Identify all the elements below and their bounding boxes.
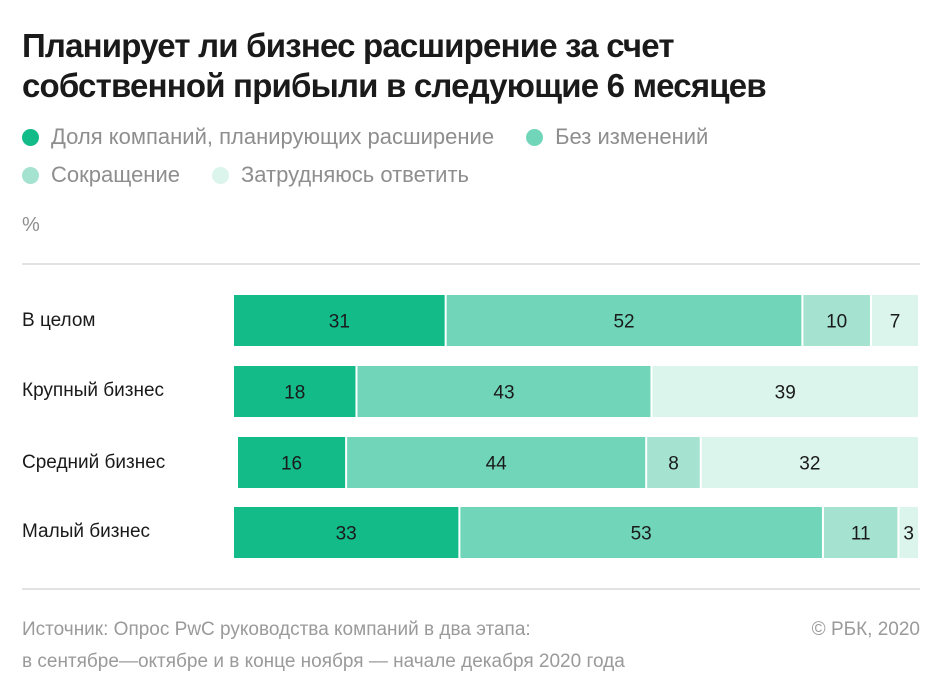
legend-dot-icon bbox=[211, 166, 229, 184]
legend-item-expansion: Доля компаний, планирующих расширение bbox=[22, 124, 494, 150]
data-label: 11 bbox=[851, 524, 871, 545]
data-label: 33 bbox=[336, 524, 357, 545]
data-label: 7 bbox=[890, 312, 901, 333]
legend-dot-icon bbox=[22, 166, 39, 184]
top-divider bbox=[22, 263, 920, 265]
bar-row: 31 52 10 7 bbox=[234, 295, 918, 346]
bar-segment bbox=[234, 295, 445, 346]
bar-segment bbox=[357, 366, 651, 417]
bar-row: 16 44 8 32 bbox=[238, 437, 918, 488]
chart-title-line-2: собственной прибыли в следующие 6 месяце… bbox=[22, 67, 767, 104]
data-label: 18 bbox=[284, 383, 305, 404]
data-label: 44 bbox=[486, 454, 508, 475]
source-note: Источник: Опрос PwC руководства компаний… bbox=[22, 614, 625, 678]
bar-row: 33 53 11 3 bbox=[234, 507, 918, 558]
legend-item-reduction: Сокращение bbox=[22, 162, 180, 188]
unit-label: % bbox=[22, 214, 40, 236]
legend-item-no-change: Без изменений bbox=[526, 124, 708, 150]
bar-segment bbox=[234, 366, 356, 417]
chart-title-line-1: Планирует ли бизнес расширение за счет bbox=[22, 27, 675, 64]
data-label: 31 bbox=[329, 312, 350, 333]
bar-row: 18 43 39 bbox=[234, 366, 918, 417]
legend-label: Доля компаний, планирующих расширение bbox=[51, 124, 495, 149]
legend-dot-icon bbox=[22, 128, 39, 146]
data-label: 39 bbox=[775, 383, 796, 404]
category-label: Крупный бизнес bbox=[22, 380, 165, 401]
source-line-1: Источник: Опрос PwC руководства компаний… bbox=[22, 619, 531, 640]
data-label: 3 bbox=[903, 524, 914, 545]
data-label: 8 bbox=[668, 454, 679, 475]
bottom-divider bbox=[22, 588, 920, 590]
bar-segment bbox=[460, 507, 822, 558]
data-label: 43 bbox=[493, 383, 514, 404]
bar-segment bbox=[871, 295, 918, 346]
bar-segment bbox=[647, 437, 700, 488]
bar-segment bbox=[823, 507, 898, 558]
source-line-2: в сентябре—октябре и в конце ноября — на… bbox=[22, 651, 625, 672]
category-label: Средний бизнес bbox=[22, 452, 166, 473]
bar-segment bbox=[701, 437, 918, 488]
category-label: В целом bbox=[22, 310, 96, 331]
legend-label: Сокращение bbox=[51, 162, 180, 187]
legend-label: Затрудняюсь ответить bbox=[240, 162, 470, 187]
bar-segment bbox=[803, 295, 870, 346]
legend-label: Без изменений bbox=[555, 124, 709, 149]
data-label: 10 bbox=[826, 312, 847, 333]
legend-dot-icon bbox=[526, 128, 544, 146]
data-label: 53 bbox=[631, 524, 652, 545]
legend: Доля компаний, планирующих расширение Бе… bbox=[22, 118, 922, 194]
data-label: 32 bbox=[799, 454, 820, 475]
bar-segment bbox=[899, 507, 918, 558]
bar-segment bbox=[347, 437, 646, 488]
bar-segment bbox=[446, 295, 802, 346]
chart-title: Планирует ли бизнес расширение за счет с… bbox=[22, 26, 922, 106]
legend-item-undecided: Затрудняюсь ответить bbox=[211, 162, 470, 188]
category-label: Малый бизнес bbox=[22, 521, 151, 542]
data-label: 16 bbox=[281, 454, 302, 475]
bar-segment bbox=[238, 437, 346, 488]
data-label: 52 bbox=[613, 312, 634, 333]
bar-segment bbox=[652, 366, 918, 417]
bar-segment bbox=[234, 507, 459, 558]
copyright: © РБК, 2020 bbox=[811, 619, 920, 640]
